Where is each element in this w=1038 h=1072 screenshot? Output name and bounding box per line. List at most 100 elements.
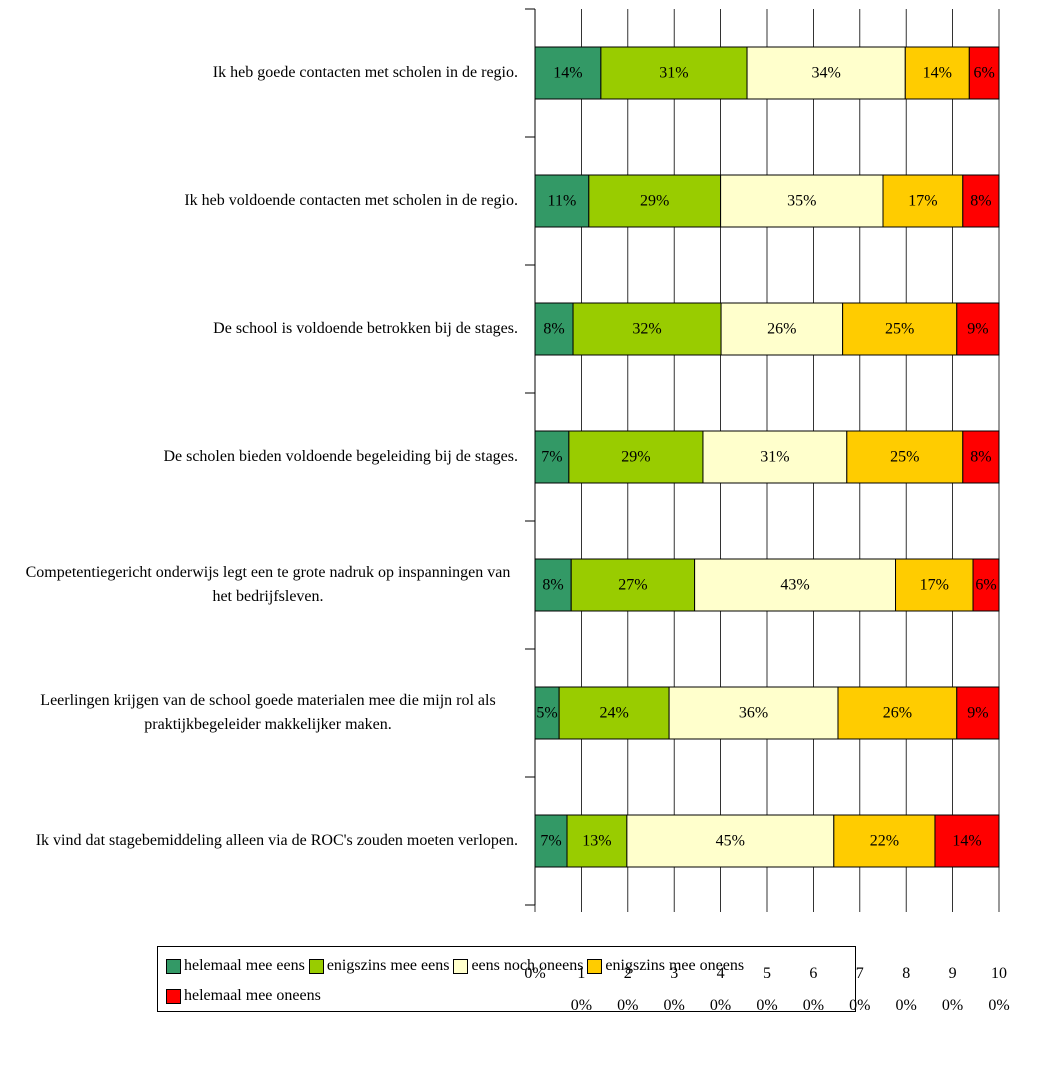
bar-segment	[534, 686, 560, 740]
x-tick-label: 10%	[570, 965, 593, 1014]
x-tick-label: 60%	[802, 965, 825, 1014]
legend-label: helemaal mee eens	[184, 957, 305, 974]
category-label: De scholen bieden voldoende begeleiding …	[8, 445, 518, 469]
bar-segment	[962, 430, 1000, 484]
category-text: Ik heb voldoende contacten met scholen i…	[184, 192, 518, 209]
bar-segment	[882, 174, 964, 228]
bar-segment	[534, 558, 572, 612]
data-label: 22%	[870, 833, 899, 850]
data-label: 8%	[543, 321, 564, 338]
legend-swatch	[308, 958, 324, 974]
category-label: Ik heb goede contacten met scholen in de…	[8, 61, 518, 85]
bar-segment	[534, 46, 602, 100]
x-tick-label: 50%	[756, 965, 778, 1014]
bar-segment	[534, 814, 568, 868]
data-label: 35%	[787, 193, 816, 210]
data-label: 34%	[811, 65, 840, 82]
data-label: 36%	[739, 705, 768, 722]
bar-segment	[534, 302, 574, 356]
bar-segment	[702, 430, 848, 484]
bar-segment	[846, 430, 964, 484]
x-tick-label: 70%	[849, 965, 871, 1014]
category-text: De school is voldoende betrokken bij de …	[213, 320, 518, 337]
data-label: 25%	[885, 321, 914, 338]
data-label: 45%	[716, 833, 745, 850]
legend-swatch	[166, 958, 181, 974]
data-label: 7%	[541, 449, 562, 466]
bar-segment	[558, 686, 670, 740]
bar-segment	[534, 430, 570, 484]
x-tick-label: 40%	[709, 965, 732, 1014]
category-text: Competentiegericht onderwijs legt een te…	[25, 564, 511, 605]
legend-item: eens noch oneens	[453, 951, 583, 981]
data-label: 14%	[923, 65, 952, 82]
data-label: 7%	[540, 833, 561, 850]
data-label: 29%	[621, 449, 650, 466]
x-tick-label: 0%	[524, 965, 546, 982]
bar-segment	[833, 814, 936, 868]
category-text: Leerlingen krijgen van de school goede m…	[40, 692, 496, 733]
legend-label: eens noch oneens	[471, 957, 584, 974]
x-tick-label: 30%	[663, 965, 685, 1014]
data-label: 26%	[883, 705, 912, 722]
category-label: Competentiegericht onderwijs legt een te…	[8, 561, 518, 609]
bar-segment	[720, 174, 884, 228]
bar-segment	[972, 558, 1000, 612]
data-label: 25%	[890, 449, 919, 466]
bar-segment	[934, 814, 1000, 868]
data-label: 6%	[973, 65, 994, 82]
category-label: Ik vind dat stagebemiddeling alleen via …	[8, 829, 518, 853]
bar-segment	[842, 302, 958, 356]
bar-segment	[534, 174, 590, 228]
x-tick-label: 20%	[617, 965, 639, 1014]
legend: helemaal mee eens enigszins mee eens eens …	[157, 946, 856, 1012]
data-label: 17%	[920, 577, 949, 594]
data-label: 17%	[908, 193, 937, 210]
bar-segment	[956, 686, 1000, 740]
legend-item: enigszins mee oneens	[587, 951, 744, 981]
data-label: 8%	[542, 577, 563, 594]
bar-segment	[837, 686, 958, 740]
legend-item: helemaal mee oneens	[166, 981, 321, 1011]
bar-segment	[566, 814, 628, 868]
x-tick-label: 80%	[895, 965, 917, 1014]
data-label: 27%	[618, 577, 647, 594]
bar-segment	[962, 174, 1000, 228]
bar-segment	[968, 46, 1000, 100]
data-label: 43%	[780, 577, 809, 594]
legend-item: helemaal mee eens	[166, 951, 305, 981]
category-label: Leerlingen krijgen van de school goede m…	[8, 689, 518, 737]
legend-swatch	[587, 958, 603, 974]
bar-segment	[572, 302, 722, 356]
category-text: Ik vind dat stagebemiddeling alleen via …	[35, 832, 518, 849]
legend-swatch	[166, 988, 181, 1004]
bar-segment	[600, 46, 748, 100]
bar-segment	[626, 814, 835, 868]
bar-segment	[694, 558, 897, 612]
data-label: 9%	[967, 705, 988, 722]
data-label: 9%	[967, 321, 988, 338]
data-label: 29%	[640, 193, 669, 210]
legend-swatch	[453, 958, 469, 974]
bar-segment	[668, 686, 839, 740]
data-label: 24%	[599, 705, 628, 722]
legend-label: helemaal mee oneens	[184, 987, 321, 1004]
legend-label: enigszins mee oneens	[605, 957, 745, 974]
data-label: 14%	[553, 65, 582, 82]
category-label: De school is voldoende betrokken bij de …	[8, 317, 518, 341]
bar-segment	[720, 302, 844, 356]
bar-segment	[568, 430, 704, 484]
data-label: 14%	[952, 833, 981, 850]
data-label: 6%	[975, 577, 996, 594]
bar-segment	[570, 558, 696, 612]
x-tick-label: 100%	[988, 965, 1010, 1014]
bar-segment	[956, 302, 1000, 356]
data-label: 31%	[760, 449, 789, 466]
category-text: Ik heb goede contacten met scholen in de…	[212, 64, 518, 81]
data-label: 26%	[767, 321, 796, 338]
data-label: 31%	[659, 65, 688, 82]
legend-item: enigszins mee eens	[308, 951, 449, 981]
category-label: Ik heb voldoende contacten met scholen i…	[8, 189, 518, 213]
bar-segment	[746, 46, 906, 100]
